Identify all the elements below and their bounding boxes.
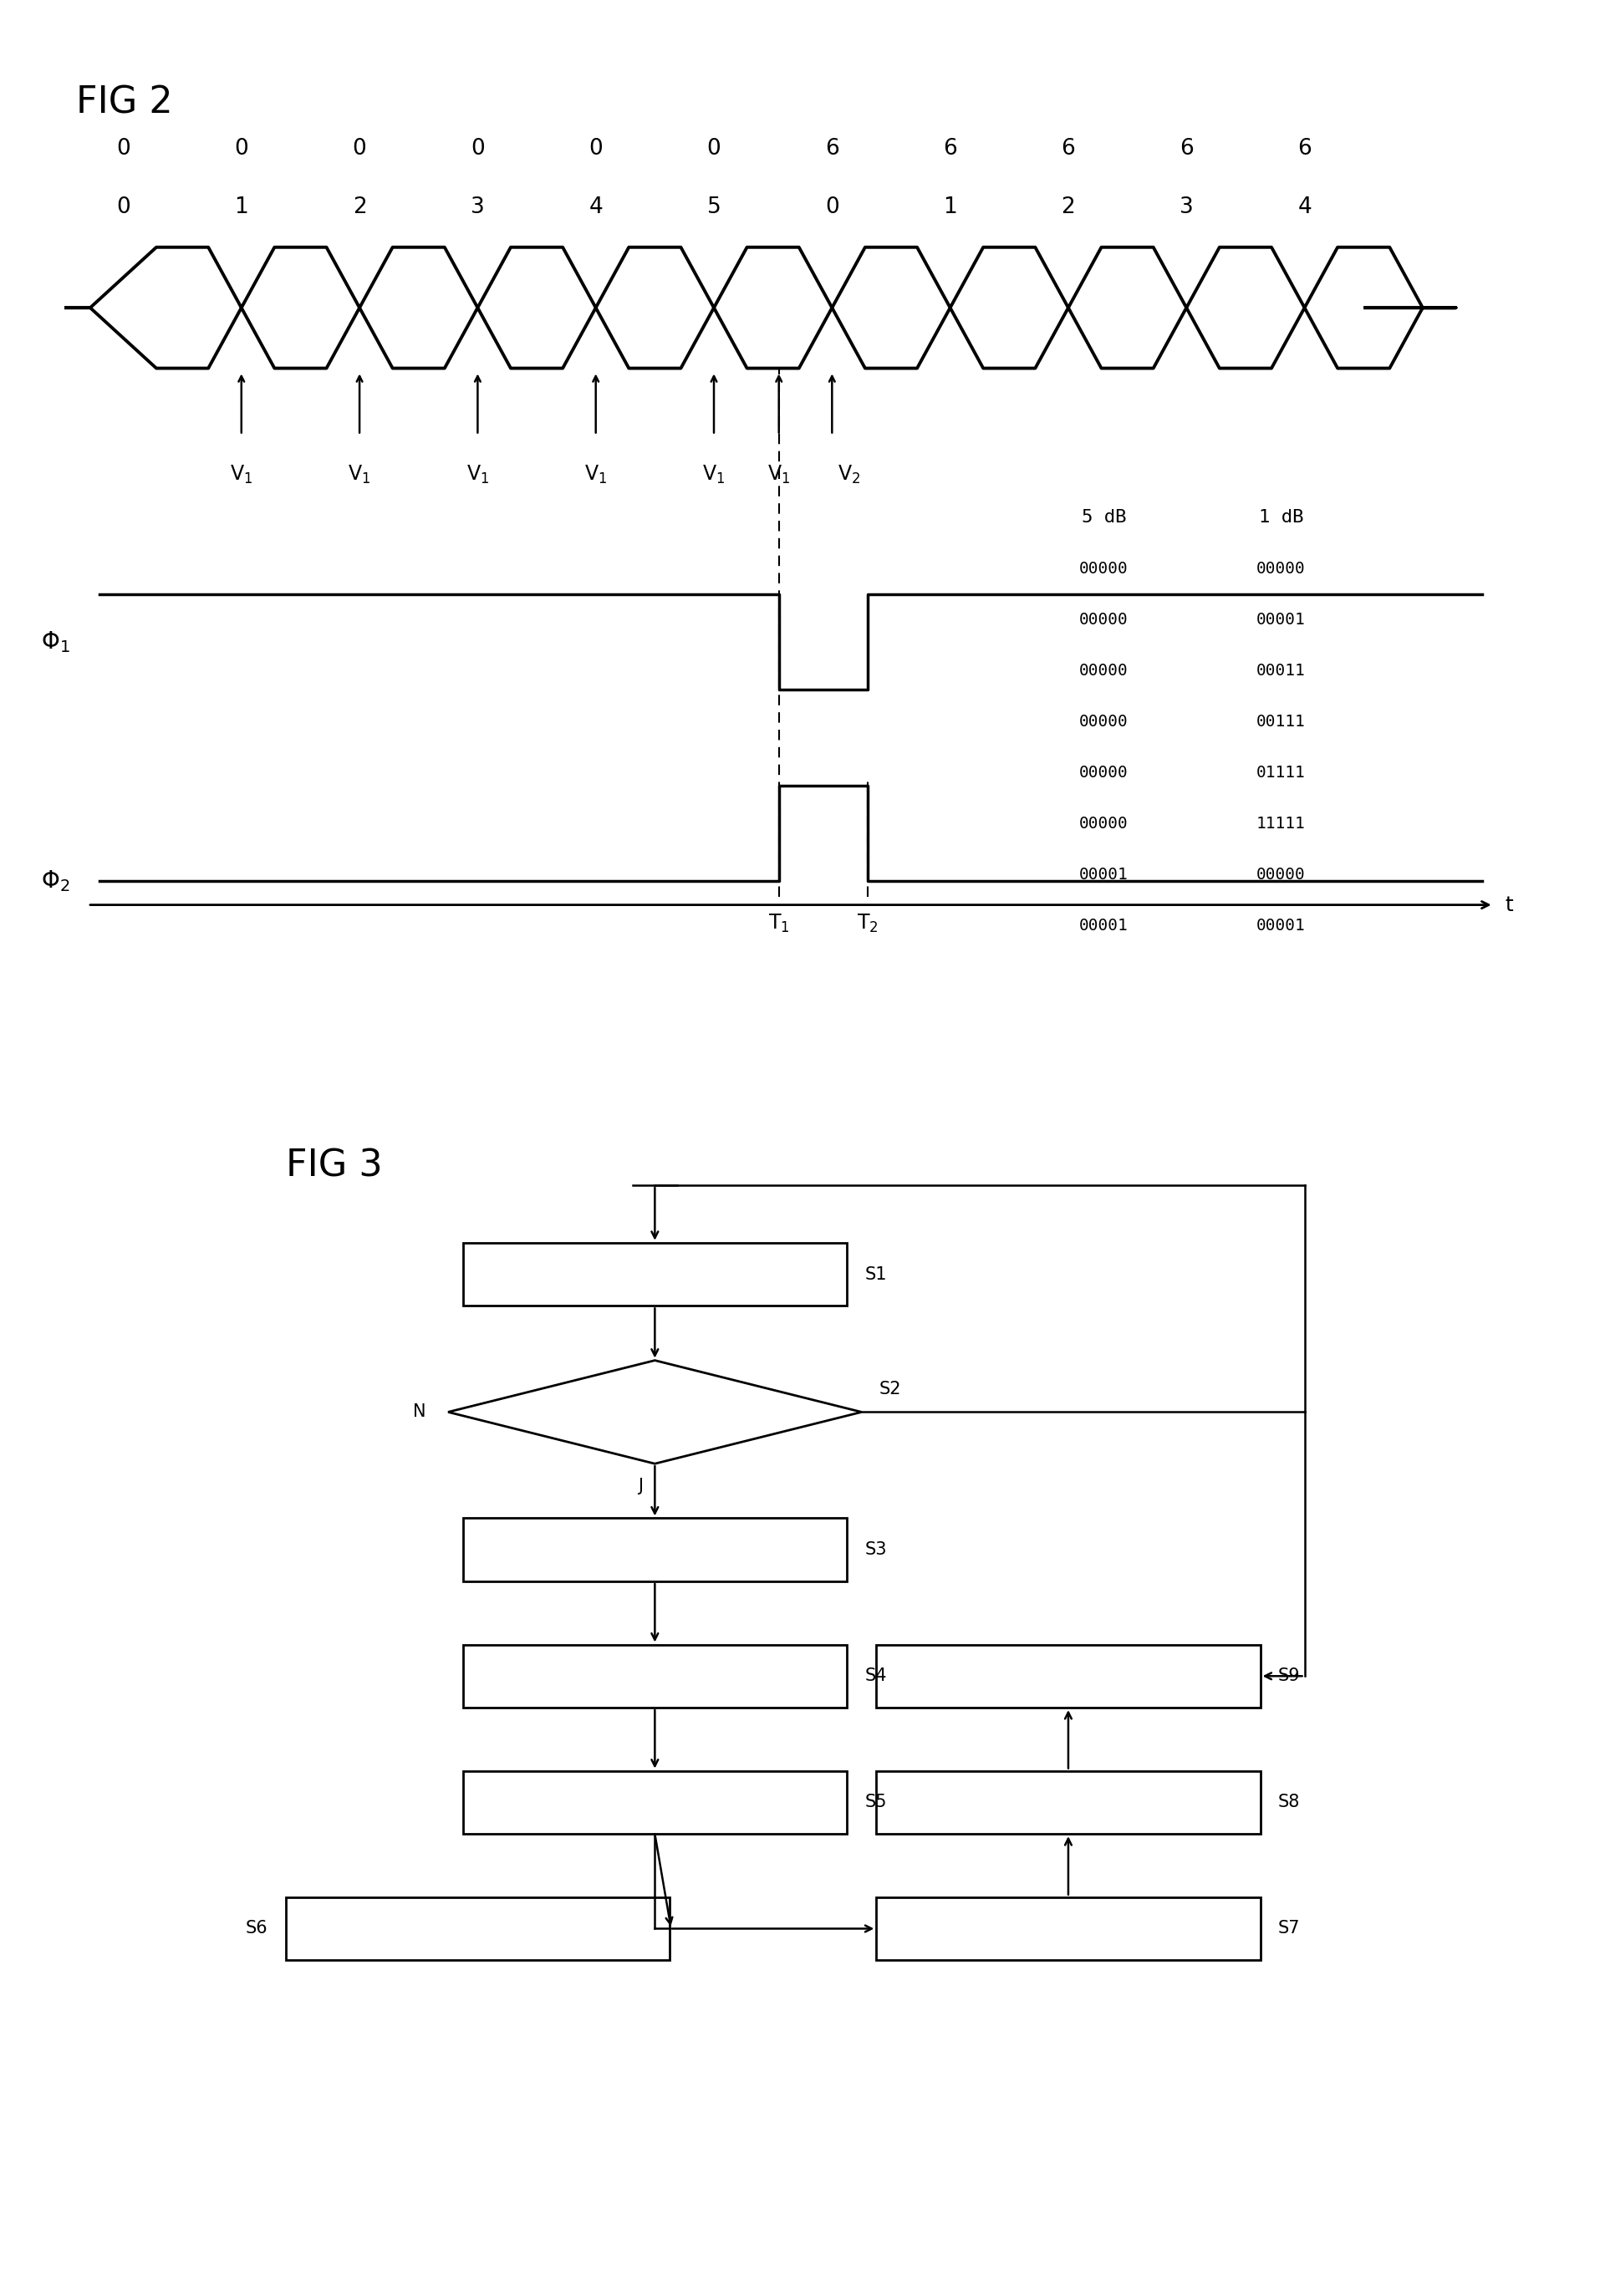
Text: V$_1$: V$_1$	[767, 464, 790, 487]
Bar	[462, 1242, 847, 1306]
Text: FIG 2: FIG 2	[75, 85, 173, 122]
Bar	[462, 1644, 847, 1708]
Text: 1: 1	[234, 197, 249, 218]
Text: 00000: 00000	[1079, 664, 1128, 680]
Text: 0: 0	[116, 138, 130, 161]
Text: 3: 3	[1180, 197, 1194, 218]
Text: $\Phi_1$: $\Phi_1$	[42, 629, 71, 654]
Text: 00000: 00000	[1079, 815, 1128, 831]
Text: J: J	[637, 1479, 642, 1495]
Text: 00000: 00000	[1079, 613, 1128, 629]
Text: 0: 0	[116, 197, 130, 218]
Text: 4: 4	[1297, 197, 1311, 218]
Text: N: N	[412, 1403, 425, 1421]
Bar	[462, 1770, 847, 1835]
Text: 1 dB: 1 dB	[1258, 510, 1303, 526]
Bar	[876, 1896, 1260, 1961]
Bar	[462, 1518, 847, 1582]
Text: 6: 6	[1180, 138, 1194, 161]
Text: V$_1$: V$_1$	[348, 464, 371, 487]
Text: 00000: 00000	[1079, 714, 1128, 730]
Text: 00011: 00011	[1257, 664, 1305, 680]
Text: 00000: 00000	[1257, 560, 1305, 576]
Text: 6: 6	[944, 138, 957, 161]
Text: V$_1$: V$_1$	[230, 464, 254, 487]
Text: 00001: 00001	[1257, 613, 1305, 629]
Text: 00000: 00000	[1079, 765, 1128, 781]
Text: 6: 6	[825, 138, 839, 161]
Text: S1: S1	[865, 1265, 886, 1283]
Bar	[286, 1896, 669, 1961]
Text: FIG 3: FIG 3	[286, 1148, 382, 1185]
Text: 1: 1	[944, 197, 957, 218]
Text: 0: 0	[825, 197, 839, 218]
Text: 00001: 00001	[1257, 918, 1305, 934]
Text: S5: S5	[865, 1793, 886, 1812]
Text: 00001: 00001	[1079, 918, 1128, 934]
Bar	[876, 1770, 1260, 1835]
Text: 00000: 00000	[1079, 560, 1128, 576]
Text: 4: 4	[589, 197, 603, 218]
Text: 0: 0	[706, 138, 721, 161]
Text: S2: S2	[880, 1380, 902, 1398]
Polygon shape	[448, 1359, 862, 1465]
Text: 01111: 01111	[1257, 765, 1305, 781]
Text: 00000: 00000	[1257, 868, 1305, 882]
Text: V$_2$: V$_2$	[838, 464, 860, 487]
Text: S9: S9	[1278, 1667, 1300, 1685]
Text: 3: 3	[470, 197, 485, 218]
Text: 0: 0	[470, 138, 485, 161]
Text: 11111: 11111	[1257, 815, 1305, 831]
Text: 5 dB: 5 dB	[1082, 510, 1127, 526]
Text: S6: S6	[246, 1919, 268, 1938]
Text: V$_1$: V$_1$	[703, 464, 725, 487]
Bar	[876, 1644, 1260, 1708]
Text: 00001: 00001	[1079, 868, 1128, 882]
Text: 0: 0	[234, 138, 249, 161]
Text: 00111: 00111	[1257, 714, 1305, 730]
Text: V$_1$: V$_1$	[584, 464, 607, 487]
Text: T$_1$: T$_1$	[769, 914, 790, 934]
Text: S7: S7	[1278, 1919, 1300, 1938]
Text: 5: 5	[706, 197, 721, 218]
Text: 6: 6	[1061, 138, 1075, 161]
Text: 2: 2	[1061, 197, 1075, 218]
Text: 2: 2	[353, 197, 366, 218]
Text: S3: S3	[865, 1541, 886, 1559]
Text: S4: S4	[865, 1667, 886, 1685]
Text: 0: 0	[353, 138, 366, 161]
Text: 0: 0	[589, 138, 603, 161]
Text: $\Phi_2$: $\Phi_2$	[42, 868, 71, 893]
Text: t: t	[1505, 895, 1514, 914]
Text: S8: S8	[1278, 1793, 1300, 1812]
Text: T$_2$: T$_2$	[857, 914, 878, 934]
Text: V$_1$: V$_1$	[465, 464, 490, 487]
Text: 6: 6	[1297, 138, 1311, 161]
